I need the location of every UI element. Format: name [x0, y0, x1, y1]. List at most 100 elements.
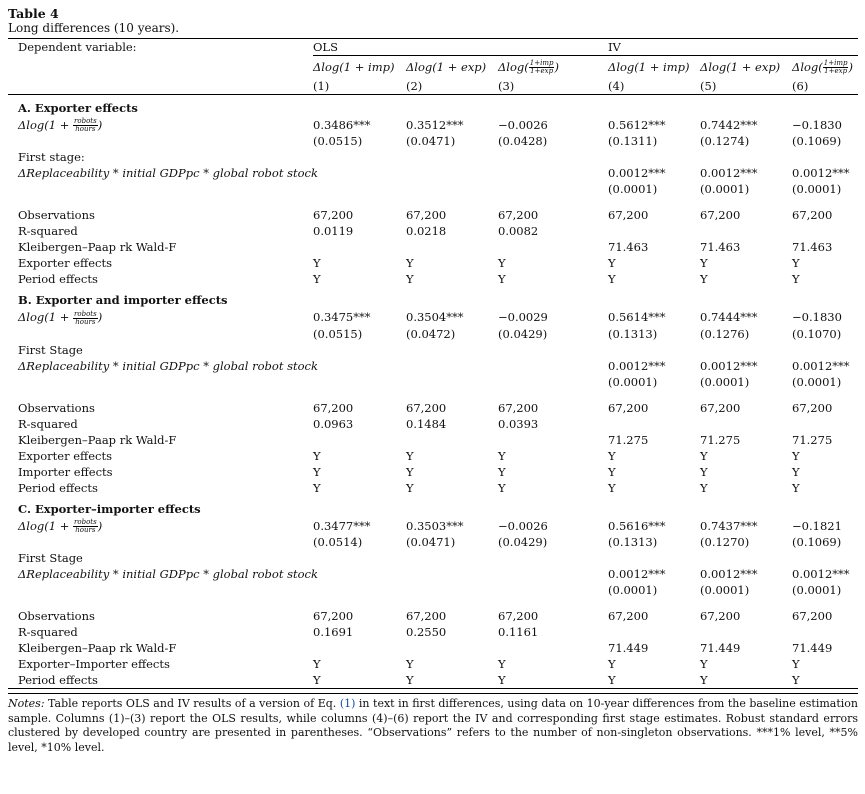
section-a-coef-col-4: 0.5612*** — [608, 117, 666, 132]
section-a-se-col-3: (0.0428) — [498, 134, 548, 148]
section-b-effect-2-col-6: Y — [792, 464, 800, 479]
section-a-effect-2-col-6: Y — [792, 272, 800, 286]
section-c-regressor-close: ) — [97, 518, 103, 533]
section-c-fs-coef-col-5: 0.0012*** — [700, 567, 758, 581]
section-c-effect-2-col-5: Y — [700, 672, 793, 689]
section-c-obs-col-3: 67,200 — [498, 609, 539, 623]
section-b-fs-se-col-4: (0.0001) — [608, 374, 658, 389]
section-c-fs-se-row: (0.0001) (0.0001) (0.0001) — [8, 582, 858, 598]
section-c-fs-se-label — [8, 582, 313, 598]
ratio-var-3-close: ) — [554, 59, 559, 74]
section-b-se-col-5: (0.1276) — [700, 326, 750, 341]
section-b-effect-3-col-3: Y — [498, 480, 506, 495]
section-b-fs-coef-col-6: 0.0012*** — [792, 358, 850, 373]
section-c-spacer — [8, 598, 858, 608]
section-c-se-col-1: (0.0514) — [313, 535, 363, 549]
section-a-effect-1-col-2: Y — [406, 256, 414, 270]
notes-label: Notes: — [8, 697, 45, 710]
section-b-se-col-1: (0.0515) — [313, 326, 363, 341]
section-c-fs-coef-col-6: 0.0012*** — [792, 567, 850, 581]
section-a-kp-col-5: 71.463 — [700, 240, 741, 254]
section-a-obs-col-6: 67,200 — [792, 208, 833, 222]
section-b-effect-2-col-1: Y — [313, 464, 321, 479]
section-b-effect-1-col-2: Y — [406, 448, 414, 463]
section-a-effect-2-col-4: Y — [608, 272, 616, 286]
section-a-se-col-1: (0.0515) — [313, 134, 363, 148]
equation-link[interactable]: (1) — [339, 697, 356, 710]
section-a-obs-col-2: 67,200 — [406, 208, 447, 222]
section-b-effect-2-col-2: Y — [406, 464, 414, 479]
section-a-effect-2-col-5: Y — [700, 272, 708, 286]
section-c-r2-col-3: 0.1161 — [498, 625, 539, 639]
ratio-var-6: Δlog(1+imp 1+exp) — [792, 60, 853, 75]
section-b-obs-col-1: 67,200 — [313, 400, 354, 415]
section-b-r2-col-2: 0.1484 — [406, 416, 447, 431]
results-table: Dependent variable: OLS IV Δlog(1 + imp)… — [8, 38, 859, 689]
section-a-kp-row: Kleibergen–Paap rk Wald-F 71.463 71.463 71.… — [8, 239, 858, 255]
section-b-se-label — [8, 326, 313, 342]
section-b-fs-se-col-5: (0.0001) — [700, 374, 750, 389]
table-number: Table 4 — [8, 6, 59, 21]
section-a-effect-row-1: Exporter effects Y Y Y Y Y Y — [8, 255, 858, 271]
section-b-effect-3-col-6: Y — [792, 480, 800, 495]
section-a-r2-col-1: 0.0119 — [313, 224, 354, 238]
section-c-kp-label: Kleibergen–Paap rk Wald-F — [18, 641, 177, 655]
section-c-effect-label-2: Period effects — [8, 672, 313, 689]
section-a-r2-row: R-squared 0.0119 0.0218 0.0082 — [8, 223, 858, 239]
section-c-fs-se-col-4: (0.0001) — [608, 583, 658, 597]
section-c-effect-1-col-5: Y — [700, 657, 708, 671]
notes-text-2: in text in first differences, using data… — [8, 697, 858, 754]
section-c-obs-col-6: 67,200 — [792, 609, 833, 623]
section-a-fs-se-row: (0.0001) (0.0001) (0.0001) — [8, 181, 858, 197]
section-c-fs-coef-row: ΔReplaceability * initial GDPpc * global… — [8, 566, 858, 582]
section-c-obs-col-5: 67,200 — [700, 609, 741, 623]
section-b-se-col-6: (0.1070) — [792, 326, 842, 341]
ratio-var-3-fraction: 1+imp 1+exp — [528, 59, 555, 75]
dep-var-col-1: Δlog(1 + imp) — [313, 59, 395, 74]
section-a-fs-coef-col-6: 0.0012*** — [792, 166, 850, 180]
section-c-title: C. Exporter–importer effects — [8, 496, 858, 518]
section-b-fs-se-col-6: (0.0001) — [792, 374, 842, 389]
section-b-regressor-label: Δlog(1 + robots hours) — [8, 309, 313, 326]
section-a-fs-se-col-4: (0.0001) — [608, 182, 658, 196]
col-number-1: (1) — [313, 77, 406, 95]
section-c-instrument-label: ΔReplaceability * initial GDPpc * global… — [18, 567, 318, 581]
section-a-se-col-2: (0.0471) — [406, 134, 456, 148]
section-a-regressor-denominator: hours — [75, 125, 96, 133]
section-b-effect-1-col-1: Y — [313, 448, 321, 463]
section-a-coef-col-1: 0.3486*** — [313, 117, 371, 132]
section-b-effect-1-col-5: Y — [700, 448, 708, 463]
section-b-effect-2-col-4: Y — [608, 464, 616, 479]
section-c-r2-row: R-squared 0.1691 0.2550 0.1161 — [8, 624, 858, 640]
section-c-se-col-4: (0.1313) — [608, 535, 658, 549]
section-a-instrument-label: ΔReplaceability * initial GDPpc * global… — [18, 166, 318, 180]
section-c-regressor-label: Δlog(1 + robots hours) — [8, 518, 313, 535]
section-b-coef-col-1: 0.3475*** — [313, 310, 371, 325]
section-a-fs-coef-col-4: 0.0012*** — [608, 166, 666, 180]
section-c-coef-col-4: 0.5616*** — [608, 518, 666, 533]
section-c-obs-col-4: 67,200 — [608, 609, 649, 623]
section-c-fs-se-col-5: (0.0001) — [700, 583, 750, 597]
table-body: A. Exporter effects Δlog(1 + robots hours)… — [8, 94, 859, 689]
section-a-kp-col-6: 71.463 — [792, 240, 833, 254]
section-b-kp-col-5: 71.275 — [700, 432, 741, 447]
dep-var-label: Dependent variable: — [8, 38, 313, 56]
section-b-fs-se-row: (0.0001) (0.0001) (0.0001) — [8, 374, 858, 390]
section-a-obs-label: Observations — [18, 208, 95, 222]
section-b-first-stage-row: First Stage — [8, 342, 858, 358]
section-c-effect-1-col-2: Y — [406, 657, 414, 671]
ratio-var-3-numerator: 1+imp — [528, 59, 555, 68]
section-c-fs-coef-col-4: 0.0012*** — [608, 567, 666, 581]
section-b-se-col-4: (0.1313) — [608, 326, 658, 341]
section-c-effect-row-1: Exporter–Importer effects Y Y Y Y Y Y — [8, 656, 858, 672]
section-c-effect-1-col-4: Y — [608, 657, 616, 671]
section-a-effect-2-col-2: Y — [406, 272, 414, 286]
ratio-var-3-prefix: Δlog( — [498, 59, 529, 74]
section-b-fs-coef-col-4: 0.0012*** — [608, 358, 666, 373]
section-c-kp-col-5: 71.449 — [700, 641, 741, 655]
section-b-spacer — [8, 390, 858, 400]
section-c-obs-col-2: 67,200 — [406, 609, 447, 623]
section-b-coef-col-5: 0.7444*** — [700, 310, 758, 325]
section-b-obs-col-4: 67,200 — [608, 400, 649, 415]
section-b-obs-col-2: 67,200 — [406, 400, 447, 415]
